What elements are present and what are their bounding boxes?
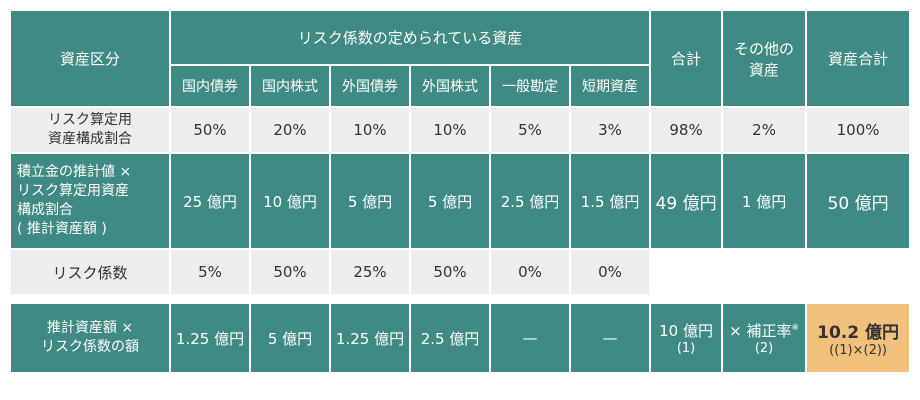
risk-coefficient-cell: 0% [570,249,651,295]
subheader-domestic-bonds: 国内債券 [170,65,250,107]
product-cell: — [570,303,651,373]
header-other-assets: その他の 資産 [722,10,807,107]
allocation-cell: 10% [410,107,490,153]
product-total-marker: (1) [676,340,696,356]
estimated-total: 49 億円 [650,153,723,249]
subheader-general-account: 一般勘定 [490,65,570,107]
estimated-cell: 10 億円 [250,153,330,249]
subheader-short-term-assets: 短期資産 [570,65,651,107]
product-correction-line1: × 補正率※ [723,320,805,341]
row-label-estimated-line3: 構成割合 [17,202,73,218]
estimated-cell: 5 億円 [330,153,410,249]
allocation-cell: 50% [170,107,250,153]
header-asset-class: 資産区分 [10,10,170,107]
table-row-allocation: リスク算定用 資産構成割合 50% 20% 10% 10% 5% 3% 98% … [10,107,911,153]
allocation-other: 2% [722,107,807,153]
subheader-foreign-bonds: 外国債券 [330,65,410,107]
row-label-allocation-line1: リスク算定用 [48,112,132,128]
product-result: 10.2 億円 ((1)×(2)) [806,303,911,373]
row-label-product-line2: リスク係数の額 [41,339,139,355]
header-other-line2: 資産 [749,60,780,79]
row-label-allocation: リスク算定用 資産構成割合 [10,107,170,153]
product-result-value: 10.2 億円 [817,322,899,343]
product-cell: 1.25 億円 [170,303,250,373]
subheader-domestic-stocks: 国内株式 [250,65,330,107]
footnote-mark: ※ [791,322,799,333]
estimated-asset-total: 50 億円 [806,153,911,249]
product-total: 10 億円 (1) [650,303,723,373]
estimated-other: 1 億円 [722,153,807,249]
header-asset-total: 資産合計 [806,10,911,107]
allocation-cell: 20% [250,107,330,153]
risk-coefficient-cell: 50% [410,249,490,295]
table-row-estimated: 積立金の推計値 × リスク算定用資産 構成割合 ( 推計資産額 ) 25 億円 … [10,153,911,249]
risk-coefficient-cell: 25% [330,249,410,295]
product-correction-rate: × 補正率※ (2) [722,303,807,373]
row-label-estimated-line1: 積立金の推計値 × [17,164,132,180]
row-label-product: 推計資産額 × リスク係数の額 [10,303,170,373]
estimated-cell: 25 億円 [170,153,250,249]
row-label-estimated: 積立金の推計値 × リスク算定用資産 構成割合 ( 推計資産額 ) [10,153,170,249]
product-cell: 1.25 億円 [330,303,410,373]
product-correction-marker: (2) [754,340,774,356]
allocation-asset-total: 100% [806,107,911,153]
table-row-product: 推計資産額 × リスク係数の額 1.25 億円 5 億円 1.25 億円 2.5… [10,303,911,373]
header-other-line1: その他の [734,39,795,58]
row-label-allocation-line2: 資産構成割合 [48,131,132,147]
allocation-cell: 3% [570,107,651,153]
product-result-formula: ((1)×(2)) [829,342,887,358]
risk-coefficient-cell: 0% [490,249,570,295]
estimated-cell: 5 億円 [410,153,490,249]
row-label-risk-coefficient: リスク係数 [10,249,170,295]
product-cell: 5 億円 [250,303,330,373]
row-label-product-line1: 推計資産額 × [46,320,134,336]
estimated-cell: 1.5 億円 [570,153,651,249]
allocation-cell: 10% [330,107,410,153]
row-label-estimated-line4: ( 推計資産額 ) [17,221,107,237]
correction-rate-label: × 補正率 [729,321,792,340]
subheader-foreign-stocks: 外国株式 [410,65,490,107]
allocation-cell: 5% [490,107,570,153]
row-spacer [10,295,911,303]
empty-cell [722,249,807,295]
empty-cell [650,249,723,295]
estimated-cell: 2.5 億円 [490,153,570,249]
table-row-risk-coefficient: リスク係数 5% 50% 25% 50% 0% 0% [10,249,911,295]
header-total: 合計 [650,10,723,107]
risk-coefficient-cell: 5% [170,249,250,295]
allocation-total: 98% [650,107,723,153]
product-cell: 2.5 億円 [410,303,490,373]
row-label-estimated-line2: リスク算定用資産 [17,183,129,199]
product-cell: — [490,303,570,373]
product-total-value: 10 億円 [659,321,713,340]
risk-coefficient-cell: 50% [250,249,330,295]
risk-coefficient-table: 資産区分 リスク係数の定められている資産 合計 その他の 資産 資産合計 国内債… [10,10,911,373]
spacer-cell [10,295,911,303]
header-risk-assets-group: リスク係数の定められている資産 [170,10,651,65]
empty-cell [806,249,911,295]
